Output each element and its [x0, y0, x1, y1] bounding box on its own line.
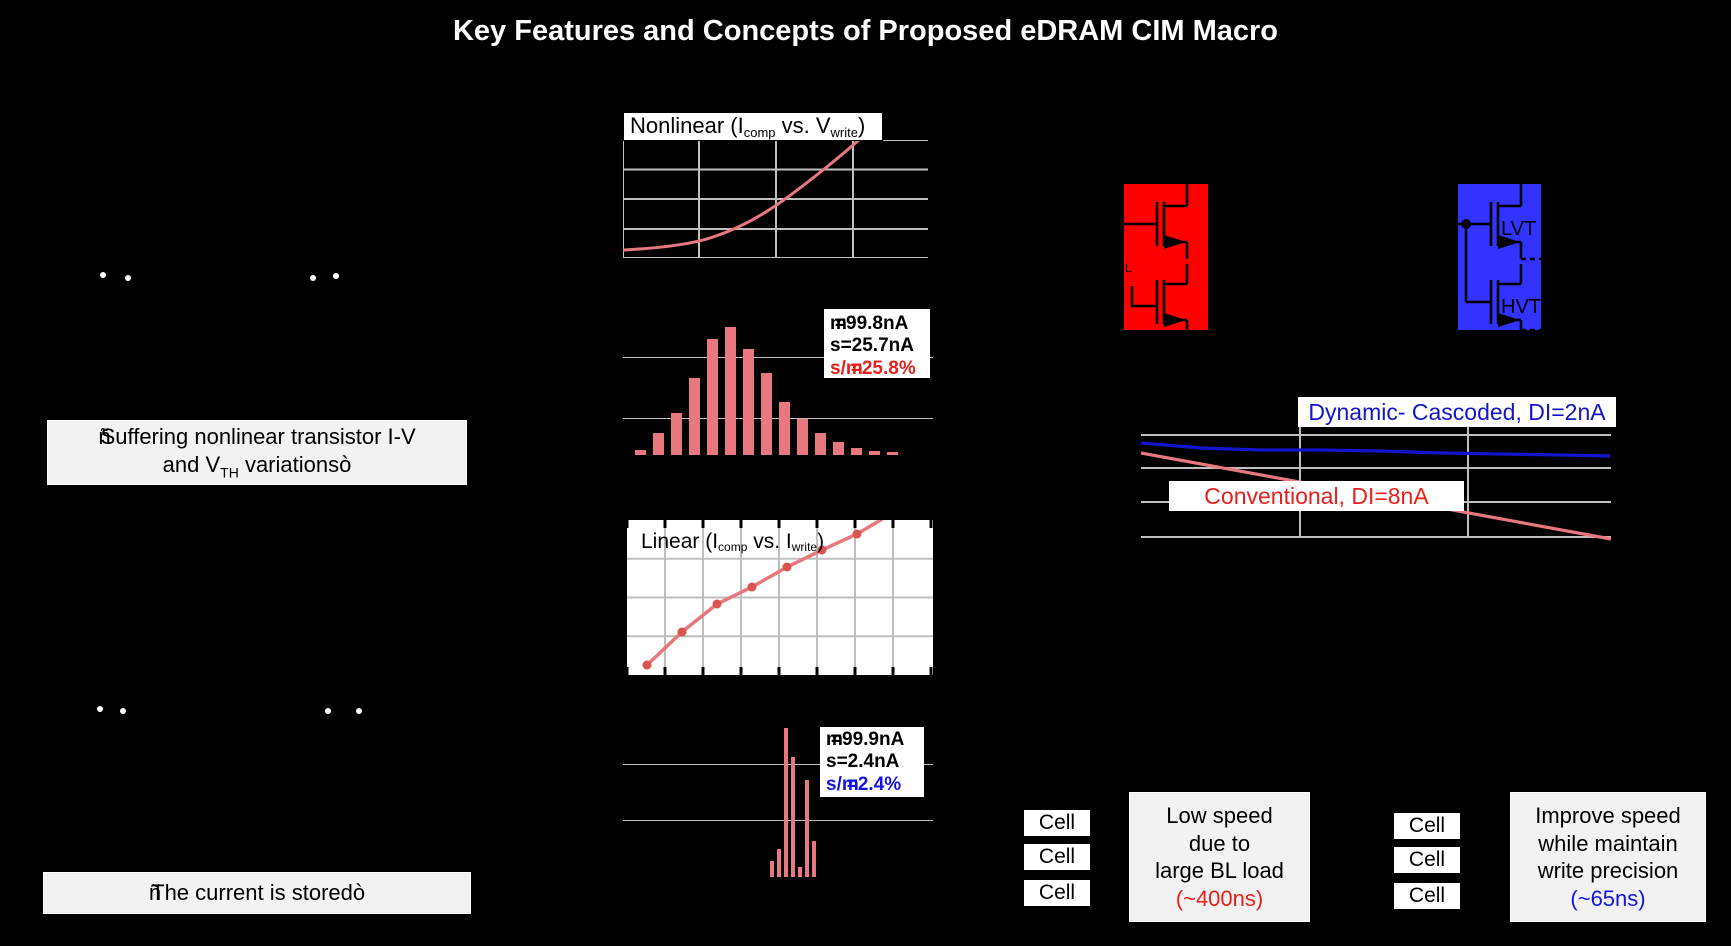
svg-text:L: L [1125, 261, 1132, 275]
svg-text:HVT: HVT [1501, 296, 1541, 318]
svg-text:LVT: LVT [1501, 218, 1536, 240]
